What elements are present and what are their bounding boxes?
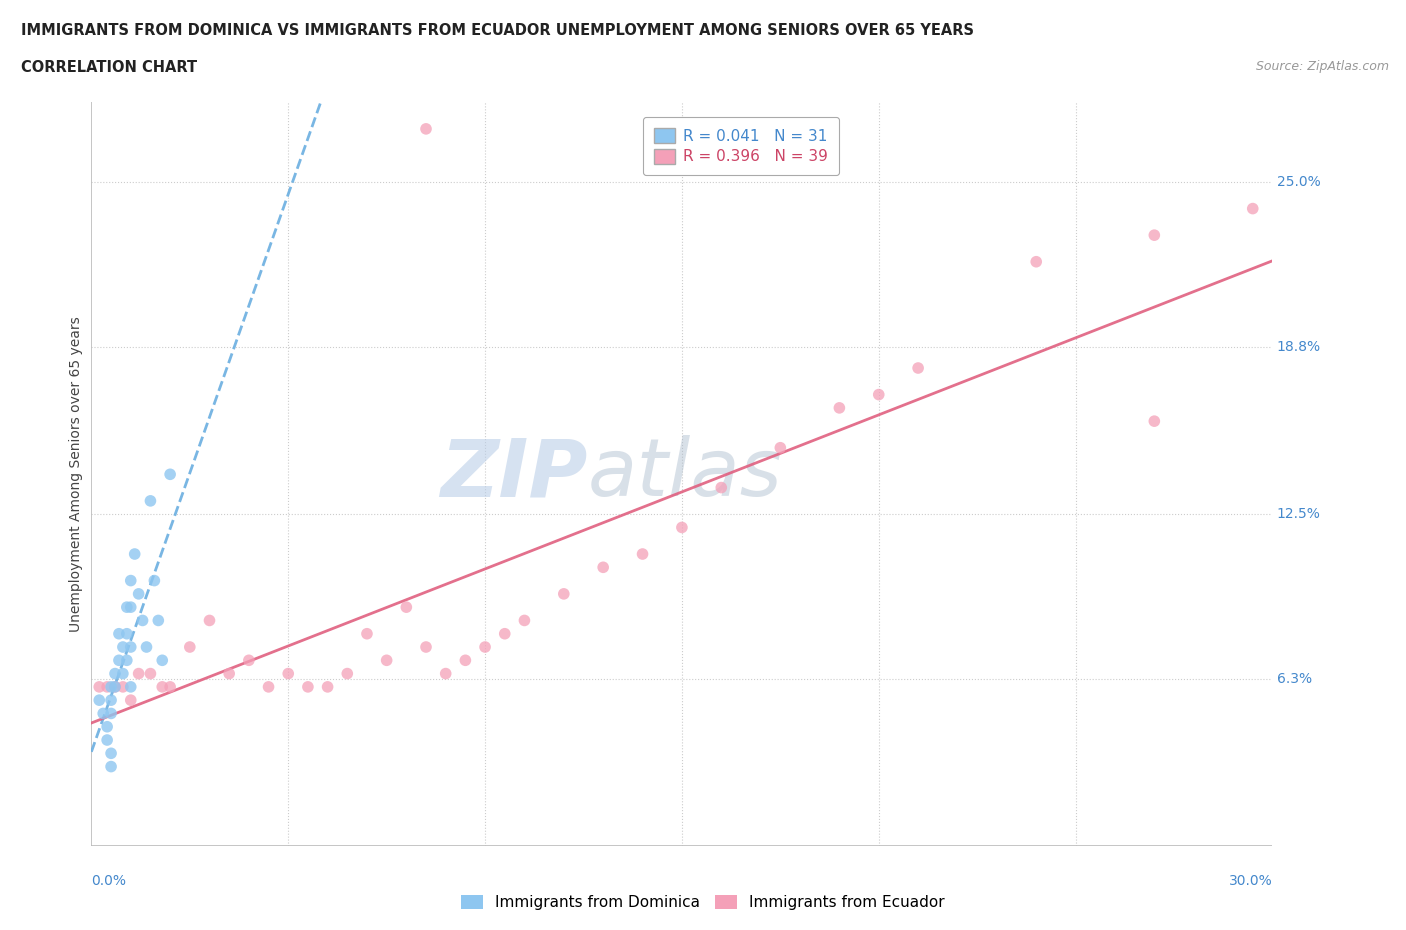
Text: IMMIGRANTS FROM DOMINICA VS IMMIGRANTS FROM ECUADOR UNEMPLOYMENT AMONG SENIORS O: IMMIGRANTS FROM DOMINICA VS IMMIGRANTS F… xyxy=(21,23,974,38)
Point xyxy=(671,520,693,535)
Point xyxy=(135,640,157,655)
Point xyxy=(111,680,134,695)
Legend: R = 0.041   N = 31, R = 0.396   N = 39: R = 0.041 N = 31, R = 0.396 N = 39 xyxy=(644,117,838,175)
Point xyxy=(120,573,142,588)
Point xyxy=(96,733,118,748)
Text: ZIP: ZIP xyxy=(440,435,588,513)
Point xyxy=(257,680,280,695)
Point xyxy=(454,653,477,668)
Point xyxy=(1143,228,1166,243)
Point xyxy=(179,640,201,655)
Point xyxy=(553,587,575,602)
Point xyxy=(868,387,890,402)
Text: atlas: atlas xyxy=(588,435,782,513)
Point xyxy=(218,666,240,681)
Text: 6.3%: 6.3% xyxy=(1277,671,1312,686)
Point xyxy=(100,693,122,708)
Point xyxy=(415,122,437,137)
Point xyxy=(104,666,127,681)
Point xyxy=(120,640,142,655)
Point xyxy=(120,680,142,695)
Point xyxy=(108,626,131,641)
Point xyxy=(96,719,118,734)
Point xyxy=(115,626,138,641)
Point xyxy=(434,666,457,681)
Point xyxy=(1241,201,1264,216)
Point xyxy=(115,600,138,615)
Point xyxy=(128,666,150,681)
Point xyxy=(104,680,127,695)
Point xyxy=(277,666,299,681)
Point xyxy=(1143,414,1166,429)
Point xyxy=(150,680,173,695)
Point xyxy=(91,706,114,721)
Point xyxy=(150,653,173,668)
Text: 0.0%: 0.0% xyxy=(91,874,127,888)
Y-axis label: Unemployment Among Seniors over 65 years: Unemployment Among Seniors over 65 years xyxy=(69,316,83,632)
Point xyxy=(100,680,122,695)
Point xyxy=(124,547,146,562)
Point xyxy=(131,613,153,628)
Point xyxy=(159,680,181,695)
Point xyxy=(631,547,654,562)
Point xyxy=(104,680,127,695)
Point xyxy=(415,640,437,655)
Text: 25.0%: 25.0% xyxy=(1277,175,1320,189)
Point xyxy=(316,680,339,695)
Point xyxy=(395,600,418,615)
Text: 30.0%: 30.0% xyxy=(1229,874,1272,888)
Point xyxy=(111,640,134,655)
Point xyxy=(474,640,496,655)
Point xyxy=(1025,254,1047,269)
Point xyxy=(592,560,614,575)
Point xyxy=(139,666,162,681)
Point xyxy=(238,653,260,668)
Point xyxy=(336,666,359,681)
Point xyxy=(494,626,516,641)
Point xyxy=(828,401,851,416)
Point xyxy=(89,680,111,695)
Point xyxy=(297,680,319,695)
Point xyxy=(907,361,929,376)
Point xyxy=(356,626,378,641)
Point xyxy=(120,693,142,708)
Point xyxy=(710,480,733,495)
Point xyxy=(513,613,536,628)
Point xyxy=(769,440,792,455)
Point xyxy=(89,693,111,708)
Point xyxy=(139,494,162,509)
Legend: Immigrants from Dominica, Immigrants from Ecuador: Immigrants from Dominica, Immigrants fro… xyxy=(454,887,952,918)
Point xyxy=(375,653,398,668)
Point xyxy=(120,600,142,615)
Point xyxy=(100,706,122,721)
Point xyxy=(115,653,138,668)
Text: 18.8%: 18.8% xyxy=(1277,339,1320,353)
Point xyxy=(96,680,118,695)
Point xyxy=(128,587,150,602)
Point xyxy=(148,613,170,628)
Point xyxy=(108,653,131,668)
Point xyxy=(143,573,166,588)
Point xyxy=(100,746,122,761)
Text: 12.5%: 12.5% xyxy=(1277,507,1320,521)
Point xyxy=(159,467,181,482)
Point xyxy=(198,613,221,628)
Point xyxy=(100,759,122,774)
Text: Source: ZipAtlas.com: Source: ZipAtlas.com xyxy=(1256,60,1389,73)
Point xyxy=(111,666,134,681)
Text: CORRELATION CHART: CORRELATION CHART xyxy=(21,60,197,75)
